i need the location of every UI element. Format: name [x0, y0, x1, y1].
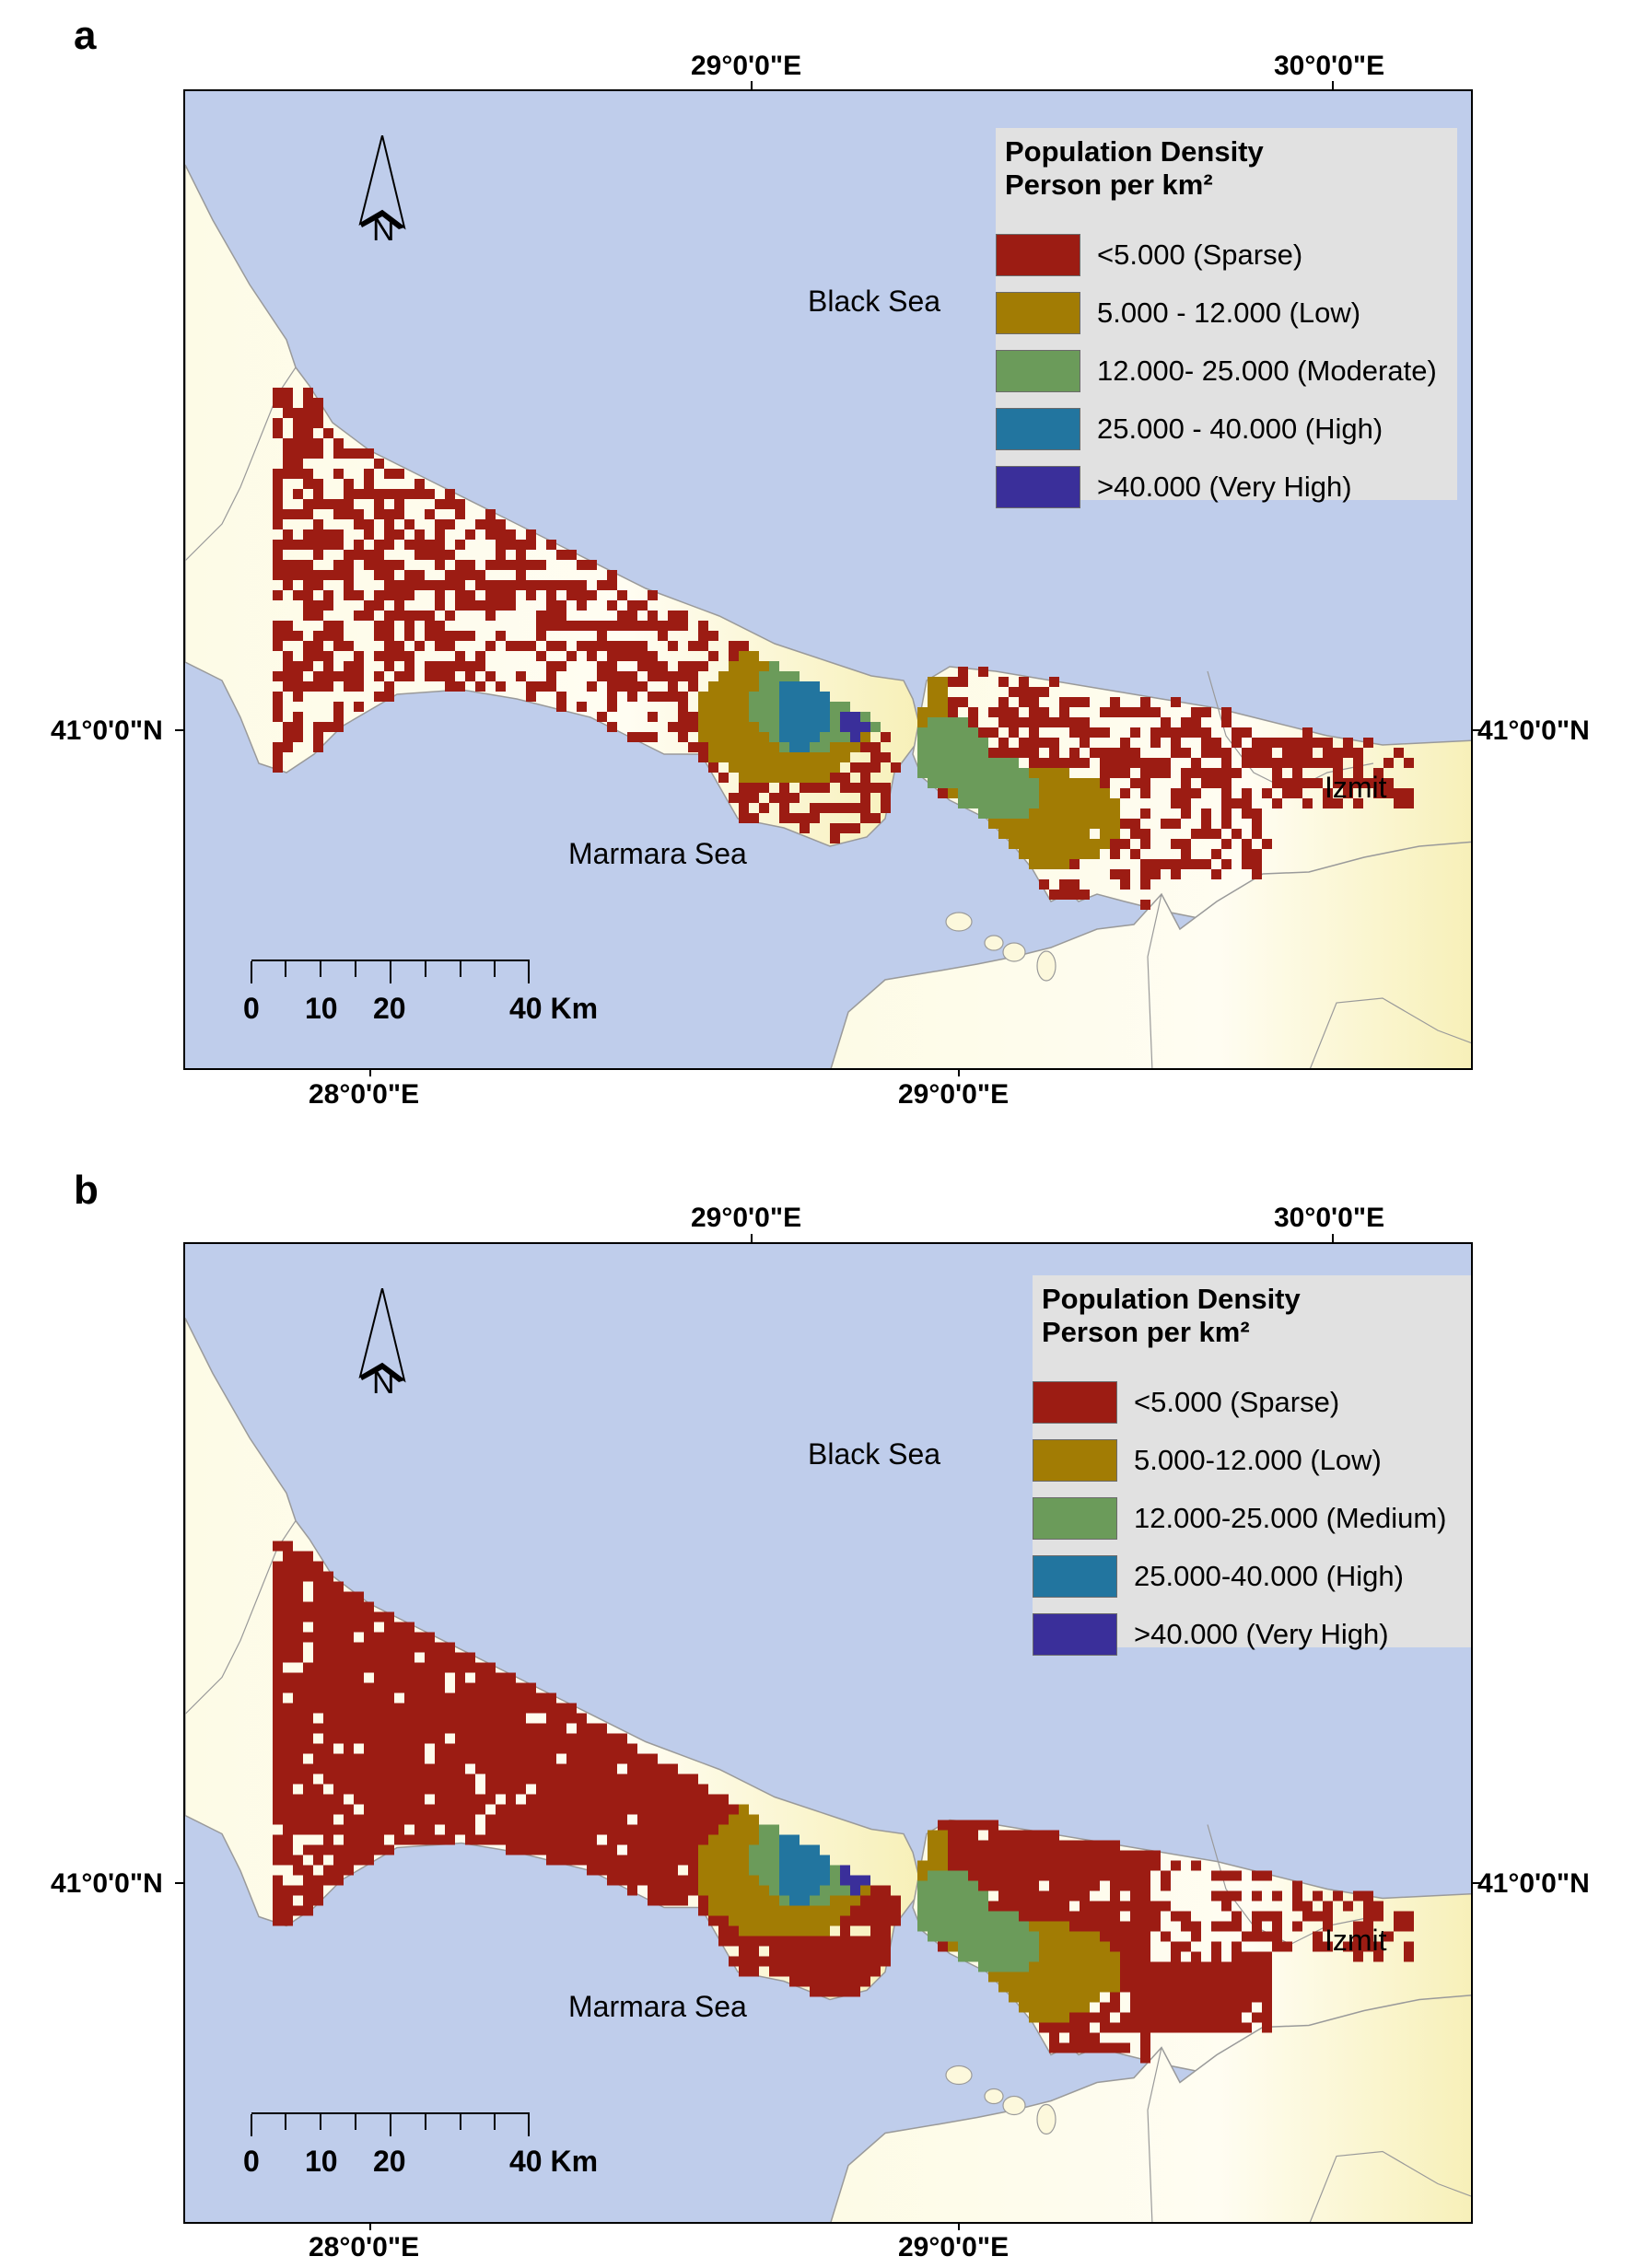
legend: Population Density Person per km² <5.000…	[996, 128, 1457, 508]
legend-item-high: 25.000 - 40.000 (High)	[996, 400, 1457, 458]
legend-subtitle: Person per km²	[1042, 1316, 1250, 1348]
swatch-low	[996, 291, 1080, 334]
swatch-very-high	[1033, 1612, 1117, 1656]
tick-mark	[751, 1234, 753, 1242]
tick-mark	[751, 81, 753, 89]
panel-letter: b	[74, 1168, 99, 1213]
left-tick-label-41n: 41°0'0"N	[51, 715, 163, 746]
tick-mark	[958, 2222, 960, 2230]
tick-mark	[1332, 1234, 1334, 1242]
legend-item-low: 5.000 - 12.000 (Low)	[996, 284, 1457, 342]
tick-mark	[1473, 1882, 1481, 1884]
legend-item-high: 25.000-40.000 (High)	[1033, 1547, 1471, 1605]
label-marmara-sea: Marmara Sea	[568, 1990, 747, 2023]
swatch-medium	[1033, 1496, 1117, 1540]
map-frame[interactable]: Population Density Person per km² <5.000…	[183, 89, 1473, 1070]
legend-subtitle: Person per km²	[1005, 169, 1213, 201]
swatch-sparse	[996, 233, 1080, 276]
scale-label-10: 10	[305, 2145, 338, 2178]
right-tick-label-41n: 41°0'0"N	[1477, 715, 1590, 746]
top-tick-label-30e: 30°0'0"E	[1274, 1203, 1385, 1233]
legend-title: Population Density	[1005, 135, 1264, 168]
label-izmit: Izmit	[1325, 771, 1387, 804]
tick-mark	[369, 1068, 371, 1076]
label-black-sea: Black Sea	[808, 285, 941, 318]
scale-label-10: 10	[305, 992, 338, 1025]
scale-label-40km: 40 Km	[509, 992, 599, 1025]
label-black-sea: Black Sea	[808, 1437, 941, 1471]
north-label: N	[372, 1366, 395, 1401]
scale-bar	[251, 960, 530, 989]
scale-label-20: 20	[373, 992, 406, 1025]
bottom-tick-label-29e: 29°0'0"E	[898, 2232, 1010, 2262]
swatch-high	[1033, 1554, 1117, 1598]
map-frame[interactable]: Population Density Person per km² <5.000…	[183, 1242, 1473, 2224]
tick-mark	[1473, 729, 1481, 731]
top-tick-label-30e: 30°0'0"E	[1274, 51, 1385, 81]
label-marmara-sea: Marmara Sea	[568, 837, 747, 870]
left-tick-label-41n: 41°0'0"N	[51, 1868, 163, 1899]
scale-label-0: 0	[243, 992, 260, 1025]
scale-label-0: 0	[243, 2145, 260, 2178]
scale-label-20: 20	[373, 2145, 406, 2178]
north-arrow-icon	[358, 1288, 406, 1383]
tick-mark	[175, 729, 183, 731]
bottom-tick-label-29e: 29°0'0"E	[898, 1079, 1010, 1110]
legend: Population Density Person per km² <5.000…	[1033, 1275, 1471, 1656]
legend-item-moderate: 12.000- 25.000 (Moderate)	[996, 342, 1457, 400]
label-izmit: Izmit	[1325, 1924, 1387, 1957]
swatch-moderate	[996, 349, 1080, 392]
tick-mark	[958, 1068, 960, 1076]
legend-item-sparse: <5.000 (Sparse)	[996, 226, 1457, 284]
population-density-map	[185, 1244, 1471, 2222]
right-tick-label-41n: 41°0'0"N	[1477, 1868, 1590, 1899]
legend-item-very-high: >40.000 (Very High)	[996, 458, 1457, 516]
legend-title: Population Density	[1042, 1283, 1301, 1315]
bottom-tick-label-28e: 28°0'0"E	[309, 1079, 420, 1110]
tick-mark	[1332, 81, 1334, 89]
legend-item-medium: 12.000-25.000 (Medium)	[1033, 1489, 1471, 1547]
top-tick-label-29e: 29°0'0"E	[691, 51, 802, 81]
swatch-high	[996, 407, 1080, 450]
top-tick-label-29e: 29°0'0"E	[691, 1203, 802, 1233]
bottom-tick-label-28e: 28°0'0"E	[309, 2232, 420, 2262]
panel-letter: a	[74, 13, 97, 58]
north-label: N	[372, 213, 395, 248]
scale-bar	[251, 2112, 530, 2142]
tick-mark	[175, 1882, 183, 1884]
tick-mark	[369, 2222, 371, 2230]
legend-item-sparse: <5.000 (Sparse)	[1033, 1373, 1471, 1431]
legend-item-low: 5.000-12.000 (Low)	[1033, 1431, 1471, 1489]
north-arrow-icon	[358, 135, 406, 230]
swatch-very-high	[996, 465, 1080, 508]
swatch-low	[1033, 1438, 1117, 1482]
legend-item-very-high: >40.000 (Very High)	[1033, 1605, 1471, 1663]
swatch-sparse	[1033, 1380, 1117, 1424]
scale-label-40km: 40 Km	[509, 2145, 599, 2178]
